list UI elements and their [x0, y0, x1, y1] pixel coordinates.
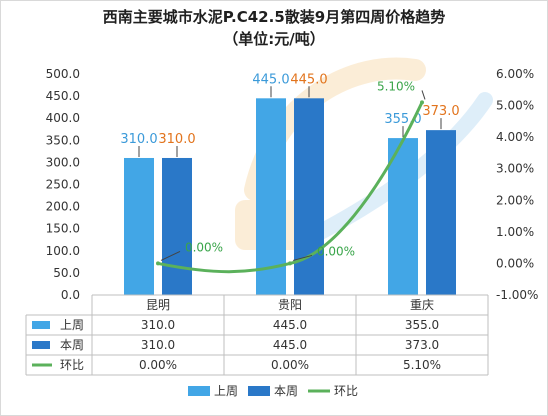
y-right-tick-label: 3.00%	[496, 162, 534, 176]
table-legend-swatch	[32, 321, 50, 329]
y-left-tick-label: 350.0	[46, 133, 80, 147]
x-category-label: 重庆	[410, 298, 434, 312]
legend-label: 上周	[214, 384, 238, 398]
table-cell: 310.0	[141, 318, 175, 332]
y-left-tick-label: 300.0	[46, 155, 80, 169]
bar-this-week	[294, 98, 324, 295]
legend-label: 环比	[334, 384, 358, 398]
y-right-tick-label: -1.00%	[496, 288, 538, 302]
table-cell: 0.00%	[271, 358, 309, 372]
y-left-tick-label: 150.0	[46, 222, 80, 236]
bar-data-label: 310.0	[120, 132, 157, 147]
line-label-leader	[160, 250, 181, 261]
bar-last-week	[124, 157, 154, 295]
line-point	[156, 261, 160, 266]
bar-data-label: 445.0	[252, 72, 289, 87]
legend-swatch	[188, 386, 210, 396]
y-right-tick-label: 0.00%	[496, 256, 534, 270]
y-right-tick-label: 4.00%	[496, 130, 534, 144]
line-label-leader	[421, 90, 426, 100]
bar-this-week	[426, 130, 456, 295]
table-cell: 355.0	[405, 318, 439, 332]
y-right-tick-label: 1.00%	[496, 225, 534, 239]
line-point	[420, 100, 424, 105]
y-left-tick-label: 0.0	[61, 288, 80, 302]
table-cell: 445.0	[273, 318, 307, 332]
table-cell: 373.0	[405, 338, 439, 352]
bar-this-week	[162, 157, 192, 295]
y-right-tick-label: 6.00%	[496, 67, 534, 81]
y-left-tick-label: 100.0	[46, 244, 80, 258]
bar-data-label: 373.0	[422, 104, 459, 119]
chart-subtitle: （单位:元/吨）	[223, 30, 325, 48]
y-left-tick-label: 250.0	[46, 178, 80, 192]
table-legend-swatch	[32, 341, 50, 349]
line-point	[288, 261, 292, 266]
table-row-label: 上周	[60, 318, 84, 332]
y-left-tick-label: 500.0	[46, 67, 80, 81]
y-left-tick-label: 400.0	[46, 111, 80, 125]
y-right-tick-label: 5.00%	[496, 99, 534, 113]
table-cell: 5.10%	[403, 358, 441, 372]
table-cell: 445.0	[273, 338, 307, 352]
line-series-huanbi	[156, 100, 424, 274]
bar-last-week	[256, 98, 286, 295]
y-right-tick-label: 2.00%	[496, 193, 534, 207]
bar-data-label: 310.0	[158, 132, 195, 147]
legend-swatch	[248, 386, 270, 396]
table-cell: 310.0	[141, 338, 175, 352]
legend-label: 本周	[274, 384, 298, 398]
y-left-tick-label: 200.0	[46, 200, 80, 214]
y-left-tick-label: 450.0	[46, 89, 80, 103]
bar-data-label: 445.0	[290, 72, 327, 87]
y-left-tick-label: 50.0	[53, 266, 80, 280]
x-category-label: 贵阳	[278, 298, 302, 312]
table-cell: 0.00%	[139, 358, 177, 372]
table-row-label: 环比	[60, 358, 84, 372]
line-data-label: 0.00%	[317, 244, 355, 258]
line-label-leader	[292, 254, 313, 261]
table-row-label: 本周	[60, 338, 84, 352]
line-data-label: 5.10%	[377, 79, 415, 93]
bar-last-week	[388, 138, 418, 295]
x-category-label: 昆明	[146, 298, 170, 312]
chart-title: 西南主要城市水泥P.C42.5散装9月第四周价格趋势	[102, 8, 446, 26]
line-data-label: 0.00%	[185, 240, 223, 254]
